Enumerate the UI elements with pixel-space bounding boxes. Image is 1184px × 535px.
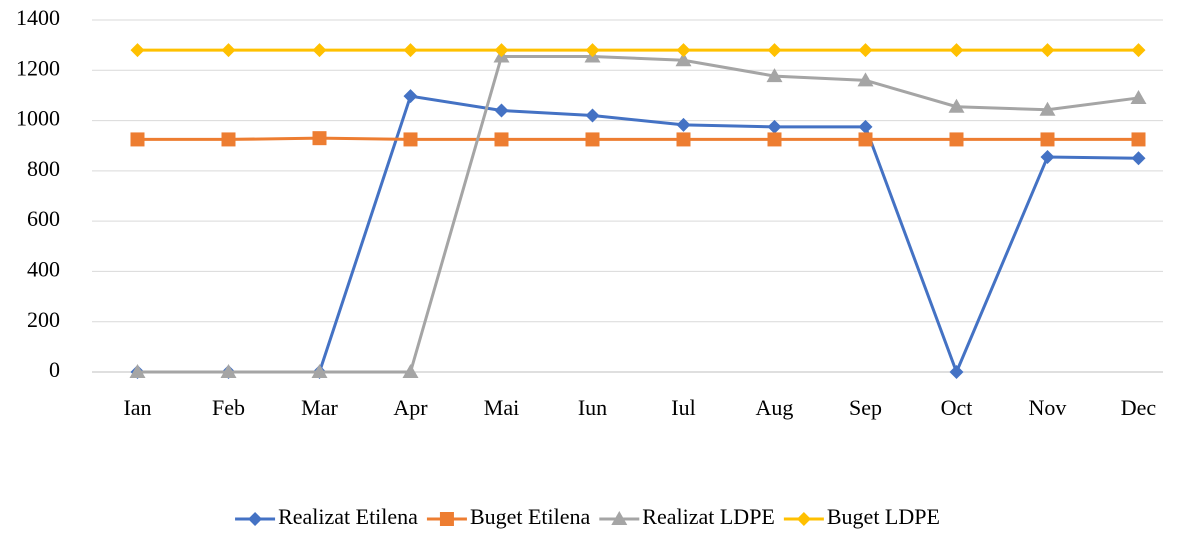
x-tick-label: Dec bbox=[1121, 395, 1157, 420]
data-point bbox=[857, 72, 874, 87]
y-tick-label: 0 bbox=[49, 357, 60, 382]
data-point bbox=[1040, 132, 1055, 147]
legend-marker bbox=[248, 512, 263, 526]
x-tick-label: Mar bbox=[301, 395, 338, 420]
y-tick-label: 600 bbox=[27, 206, 60, 231]
x-tick-label: Aug bbox=[756, 395, 794, 420]
data-point bbox=[676, 43, 691, 58]
y-tick-label: 1200 bbox=[16, 55, 60, 80]
data-point bbox=[676, 117, 691, 132]
data-point bbox=[1130, 89, 1147, 104]
data-point bbox=[130, 132, 145, 147]
x-tick-label: Feb bbox=[212, 395, 245, 420]
data-point bbox=[585, 108, 600, 123]
data-point bbox=[767, 43, 782, 58]
data-point bbox=[494, 132, 509, 147]
data-point bbox=[676, 132, 691, 147]
data-point bbox=[858, 132, 873, 147]
data-point bbox=[948, 98, 965, 113]
data-point bbox=[130, 43, 145, 58]
legend-label: Buget LDPE bbox=[827, 504, 940, 529]
data-point bbox=[403, 132, 418, 147]
y-tick-label: 800 bbox=[27, 156, 60, 181]
x-tick-label: Sep bbox=[849, 395, 882, 420]
y-tick-label: 1000 bbox=[16, 106, 60, 131]
x-tick-label: Ian bbox=[123, 395, 151, 420]
data-point bbox=[949, 365, 964, 379]
y-tick-label: 200 bbox=[27, 307, 60, 332]
x-tick-label: Nov bbox=[1029, 395, 1067, 420]
x-tick-label: Iun bbox=[578, 395, 607, 420]
data-point bbox=[403, 43, 418, 58]
data-point bbox=[494, 43, 509, 58]
data-point bbox=[858, 119, 873, 134]
data-point bbox=[1040, 150, 1055, 165]
data-point bbox=[1131, 43, 1146, 58]
legend-label: Realizat LDPE bbox=[642, 504, 775, 529]
legend-label: Realizat Etilena bbox=[278, 504, 418, 529]
data-point bbox=[1040, 43, 1055, 58]
data-point bbox=[1039, 101, 1056, 116]
legend-marker bbox=[439, 512, 454, 526]
data-point bbox=[766, 68, 783, 83]
data-point bbox=[949, 43, 964, 58]
data-point bbox=[220, 364, 237, 378]
data-point bbox=[129, 364, 146, 378]
x-tick-label: Oct bbox=[941, 395, 973, 420]
data-point bbox=[675, 52, 692, 67]
data-point bbox=[312, 43, 327, 58]
data-point bbox=[311, 364, 328, 378]
data-point bbox=[767, 132, 782, 147]
data-point bbox=[403, 89, 418, 104]
legend-marker bbox=[796, 512, 811, 526]
data-point bbox=[221, 43, 236, 58]
x-tick-label: Iul bbox=[671, 395, 695, 420]
series-line bbox=[137, 54, 1139, 374]
x-tick-label: Apr bbox=[393, 395, 428, 420]
legend-marker bbox=[611, 511, 628, 525]
legend-label: Buget Etilena bbox=[470, 504, 591, 529]
data-point bbox=[221, 132, 236, 147]
data-point bbox=[1131, 132, 1146, 147]
series-line bbox=[137, 136, 1139, 141]
data-point bbox=[402, 364, 419, 378]
data-point bbox=[585, 132, 600, 147]
data-point bbox=[585, 43, 600, 58]
data-point bbox=[1131, 151, 1146, 166]
data-point bbox=[949, 132, 964, 147]
data-point bbox=[312, 131, 327, 146]
y-tick-label: 1400 bbox=[16, 5, 60, 30]
x-tick-label: Mai bbox=[484, 395, 519, 420]
data-point bbox=[767, 119, 782, 134]
data-point bbox=[494, 103, 509, 118]
y-tick-label: 400 bbox=[27, 256, 60, 281]
data-point bbox=[858, 43, 873, 58]
